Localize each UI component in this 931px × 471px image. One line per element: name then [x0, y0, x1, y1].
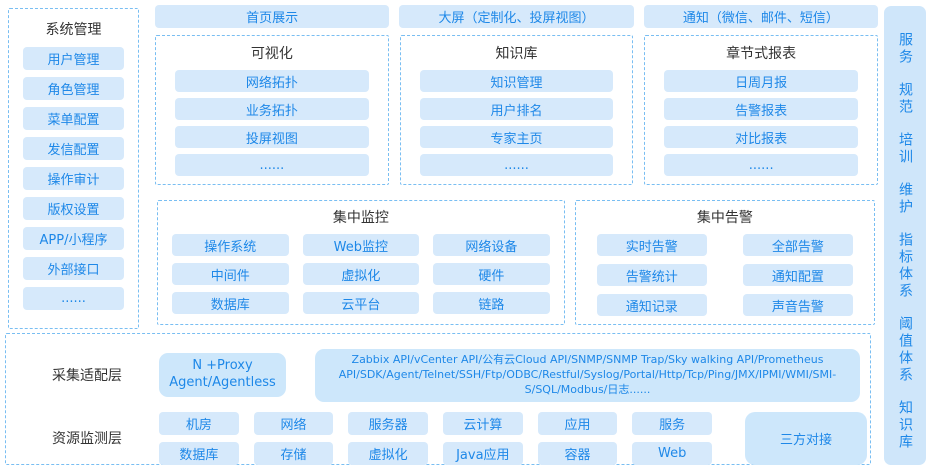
monitor-item-link[interactable]: 链路: [433, 292, 550, 314]
feature-item-comparison-report[interactable]: 对比报表: [664, 126, 859, 148]
central-alerting-box: 集中告警 实时告警 全部告警 告警统计 通知配置 通知记录 声音告警: [574, 200, 875, 325]
right-item-training: 培训: [897, 132, 913, 166]
feature-item-knowledge-management[interactable]: 知识管理: [419, 70, 614, 92]
top-button-big-screen[interactable]: 大屏（定制化、投屏视图）: [399, 5, 634, 28]
feature-item-alert-report[interactable]: 告警报表: [664, 98, 859, 120]
monitor-item-os[interactable]: 操作系统: [172, 234, 289, 256]
collect-adapter-layer-row: 采集适配层 N +Proxy Agent/Agentless Zabbix AP…: [31, 349, 860, 402]
right-item-indicator-system: 指标体系: [897, 232, 913, 300]
visualization-box: 可视化 网络拓扑 业务拓扑 投屏视图 ......: [155, 35, 389, 185]
right-service-panel: 服务 规范 培训 维护 指标体系 阈值体系 知识库: [884, 6, 926, 465]
collect-adapter-layer-label: 采集适配层: [52, 368, 122, 385]
resource-item-server[interactable]: 服务器: [348, 411, 428, 435]
report-box: 章节式报表 日周月报 告警报表 对比报表 ......: [644, 35, 879, 185]
resource-item-storage[interactable]: 存储: [253, 441, 334, 465]
right-item-maintenance: 维护: [897, 182, 913, 216]
sidebar-item-copyright-settings[interactable]: 版权设置: [23, 197, 124, 220]
proxy-agent-button[interactable]: N +Proxy Agent/Agentless: [159, 353, 286, 398]
sidebar-item-role-management[interactable]: 角色管理: [23, 77, 124, 100]
monitor-item-virtualization[interactable]: 虚拟化: [302, 263, 420, 285]
monitor-item-middleware[interactable]: 中间件: [172, 263, 289, 285]
feature-item-more[interactable]: ......: [175, 154, 369, 176]
resource-item-application[interactable]: 应用: [537, 411, 618, 435]
proxy-line2: Agent/Agentless: [169, 375, 276, 391]
resource-item-server-room[interactable]: 机房: [159, 411, 239, 435]
protocols-block[interactable]: Zabbix API/vCenter API/公有云Cloud API/SNMP…: [315, 349, 860, 402]
knowledge-base-title: 知识库: [495, 46, 538, 62]
sidebar-item-operation-audit[interactable]: 操作审计: [23, 167, 124, 190]
right-item-service: 服务: [897, 32, 913, 66]
alert-item-notify-record[interactable]: 通知记录: [596, 294, 707, 316]
monitor-item-database[interactable]: 数据库: [172, 292, 289, 314]
feature-item-user-ranking[interactable]: 用户排名: [419, 98, 614, 120]
bottom-panel: 采集适配层 N +Proxy Agent/Agentless Zabbix AP…: [5, 333, 871, 465]
central-monitoring-title: 集中监控: [332, 210, 389, 226]
system-management-title: 系统管理: [45, 22, 102, 38]
monitor-item-network-device[interactable]: 网络设备: [433, 234, 550, 256]
proxy-line1: N +Proxy: [192, 358, 253, 374]
top-nav-row: 首页展示 大屏（定制化、投屏视图） 通知（微信、邮件、短信）: [155, 5, 878, 28]
third-party-integration-button[interactable]: 三方对接: [745, 411, 867, 465]
resource-item-java-app[interactable]: Java应用: [442, 441, 523, 465]
feature-item-more[interactable]: ......: [419, 154, 614, 176]
sidebar-item-menu-config[interactable]: 菜单配置: [23, 107, 124, 130]
monitor-item-hardware[interactable]: 硬件: [433, 263, 550, 285]
resource-monitor-layer-label: 资源监测层: [52, 431, 122, 448]
sidebar-item-external-interface[interactable]: 外部接口: [23, 257, 124, 280]
knowledge-base-box: 知识库 知识管理 用户排名 专家主页 ......: [399, 35, 634, 185]
top-button-notification[interactable]: 通知（微信、邮件、短信）: [643, 5, 878, 28]
report-title: 章节式报表: [726, 46, 797, 62]
alert-item-sound[interactable]: 声音告警: [742, 294, 853, 316]
feature-row: 可视化 网络拓扑 业务拓扑 投屏视图 ...... 知识库 知识管理 用户排名 …: [155, 35, 879, 185]
feature-item-projection-view[interactable]: 投屏视图: [175, 126, 369, 148]
sidebar-item-more[interactable]: ......: [23, 287, 124, 310]
visualization-title: 可视化: [250, 46, 293, 62]
sidebar-item-app-miniprogram[interactable]: APP/小程序: [23, 227, 124, 250]
top-button-home-display[interactable]: 首页展示: [155, 5, 390, 28]
central-monitoring-box: 集中监控 操作系统 Web监控 网络设备 中间件 虚拟化 硬件 数据库 云平台 …: [157, 200, 565, 325]
sidebar-item-user-management[interactable]: 用户管理: [23, 47, 124, 70]
feature-item-network-topology[interactable]: 网络拓扑: [175, 70, 369, 92]
alert-item-statistics[interactable]: 告警统计: [596, 264, 707, 286]
system-management-items: 用户管理 角色管理 菜单配置 发信配置 操作审计 版权设置 APP/小程序 外部…: [9, 40, 138, 310]
resource-item-virtualization[interactable]: 虚拟化: [348, 441, 428, 465]
right-item-threshold-system: 阈值体系: [897, 316, 913, 384]
alert-item-realtime[interactable]: 实时告警: [596, 234, 707, 256]
right-item-standard: 规范: [897, 82, 913, 116]
right-item-knowledge-base: 知识库: [897, 400, 913, 451]
feature-item-expert-homepage[interactable]: 专家主页: [419, 126, 614, 148]
alert-item-notify-config[interactable]: 通知配置: [742, 264, 853, 286]
resource-item-network[interactable]: 网络: [253, 411, 334, 435]
resource-item-service[interactable]: 服务: [632, 411, 712, 435]
feature-item-daily-weekly-monthly-report[interactable]: 日周月报: [664, 70, 859, 92]
monitor-item-cloud-platform[interactable]: 云平台: [302, 292, 420, 314]
resource-item-database[interactable]: 数据库: [159, 441, 239, 465]
monitoring-alerting-row: 集中监控 操作系统 Web监控 网络设备 中间件 虚拟化 硬件 数据库 云平台 …: [157, 200, 875, 325]
resource-monitor-layer-row: 资源监测层 机房 网络 服务器 云计算 应用 服务 数据库 存储 虚拟化 Jav…: [31, 411, 867, 465]
resource-item-web[interactable]: Web: [632, 441, 712, 465]
system-management-panel: 系统管理 用户管理 角色管理 菜单配置 发信配置 操作审计 版权设置 APP/小…: [8, 8, 139, 329]
feature-item-more[interactable]: ......: [664, 154, 859, 176]
alert-item-all[interactable]: 全部告警: [742, 234, 853, 256]
central-alerting-title: 集中告警: [696, 210, 753, 226]
sidebar-item-mail-config[interactable]: 发信配置: [23, 137, 124, 160]
feature-item-business-topology[interactable]: 业务拓扑: [175, 98, 369, 120]
monitor-item-web[interactable]: Web监控: [302, 234, 420, 256]
resource-item-container[interactable]: 容器: [537, 441, 618, 465]
resource-item-cloud-computing[interactable]: 云计算: [442, 411, 523, 435]
